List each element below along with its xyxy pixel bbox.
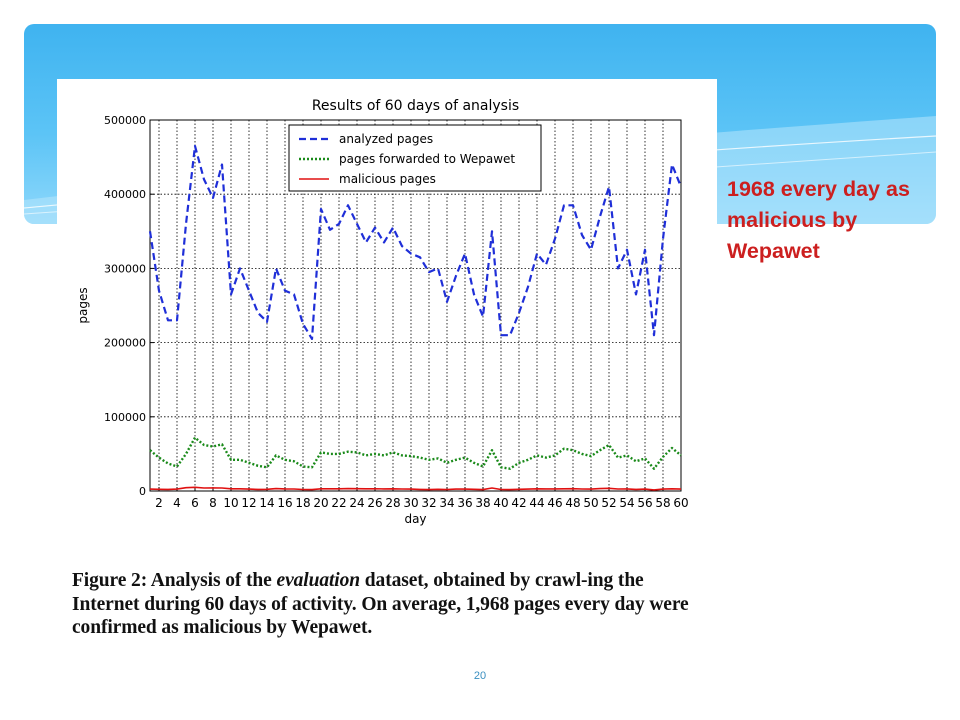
x-tick-label: 2 [155, 496, 163, 510]
caption-emphasis: evaluation [276, 570, 361, 591]
y-axis-label: pages [76, 287, 90, 323]
x-tick-label: 14 [259, 496, 274, 510]
y-tick-label: 0 [139, 485, 146, 498]
x-tick-label: 46 [547, 496, 562, 510]
y-tick-label: 500000 [104, 114, 146, 127]
x-tick-label: 60 [673, 496, 688, 510]
x-tick-label: 18 [295, 496, 310, 510]
x-tick-label: 16 [277, 496, 292, 510]
x-tick-label: 30 [403, 496, 418, 510]
series-malicious-pages [149, 486, 682, 491]
legend-label: pages forwarded to Wepawet [339, 152, 515, 166]
series-analyzed-pages [148, 144, 683, 340]
x-tick-label: 42 [511, 496, 526, 510]
x-tick-label: 6 [191, 496, 199, 510]
figure-panel: 2 4 6 8 10 12 14 16 18 20 22 24 26 28 30 32 34 36 38 40 42 44… [57, 79, 717, 659]
x-tick-label: 24 [349, 496, 364, 510]
x-tick-label: 38 [475, 496, 490, 510]
x-tick-label: 32 [421, 496, 436, 510]
slide-number: 20 [473, 670, 487, 682]
x-tick-label: 28 [385, 496, 400, 510]
plot-frame [149, 119, 682, 492]
x-tick-label: 52 [601, 496, 616, 510]
chart-title: Results of 60 days of analysis [312, 98, 519, 114]
y-tick-label: 400000 [104, 188, 146, 201]
x-tick-label: 34 [439, 496, 454, 510]
caption-suffix: dataset, obtained by crawl-ing the Inter… [72, 570, 689, 638]
caption-prefix: Figure 2: Analysis of the [72, 570, 277, 591]
y-tick-label: 300000 [104, 262, 146, 275]
legend-label: analyzed pages [339, 132, 433, 146]
x-tick-label: 12 [241, 496, 256, 510]
figure-caption: Figure 2: Analysis of the evaluation dat… [72, 569, 712, 640]
x-tick-label: 20 [313, 496, 328, 510]
y-tick-label: 200000 [104, 337, 146, 350]
x-tick-label: 26 [367, 496, 382, 510]
x-tick-label: 48 [565, 496, 580, 510]
x-tick-label: 40 [493, 496, 508, 510]
y-tick-label: 100000 [104, 411, 146, 424]
x-tick-label: 44 [529, 496, 544, 510]
x-axis-label: day [404, 512, 426, 526]
x-tick-label: 4 [173, 496, 181, 510]
x-tick-label: 22 [331, 496, 346, 510]
callout-text: 1968 every day as malicious by Wepawet [727, 177, 910, 263]
x-tick-label: 8 [209, 496, 217, 510]
line-chart: 2 4 6 8 10 12 14 16 18 20 22 24 26 28 30 32 34 36 38 40 42 44… [76, 98, 689, 526]
x-tick-label: 50 [583, 496, 598, 510]
x-tick-label: 10 [223, 496, 238, 510]
x-tick-label: 36 [457, 496, 472, 510]
legend-label: malicious pages [339, 172, 436, 186]
x-tick-label: 56 [637, 496, 652, 510]
x-tick-label: 58 [655, 496, 670, 510]
legend-box [288, 124, 542, 192]
x-tick-label: 54 [619, 496, 634, 510]
series-forwarded-pages [149, 436, 682, 470]
